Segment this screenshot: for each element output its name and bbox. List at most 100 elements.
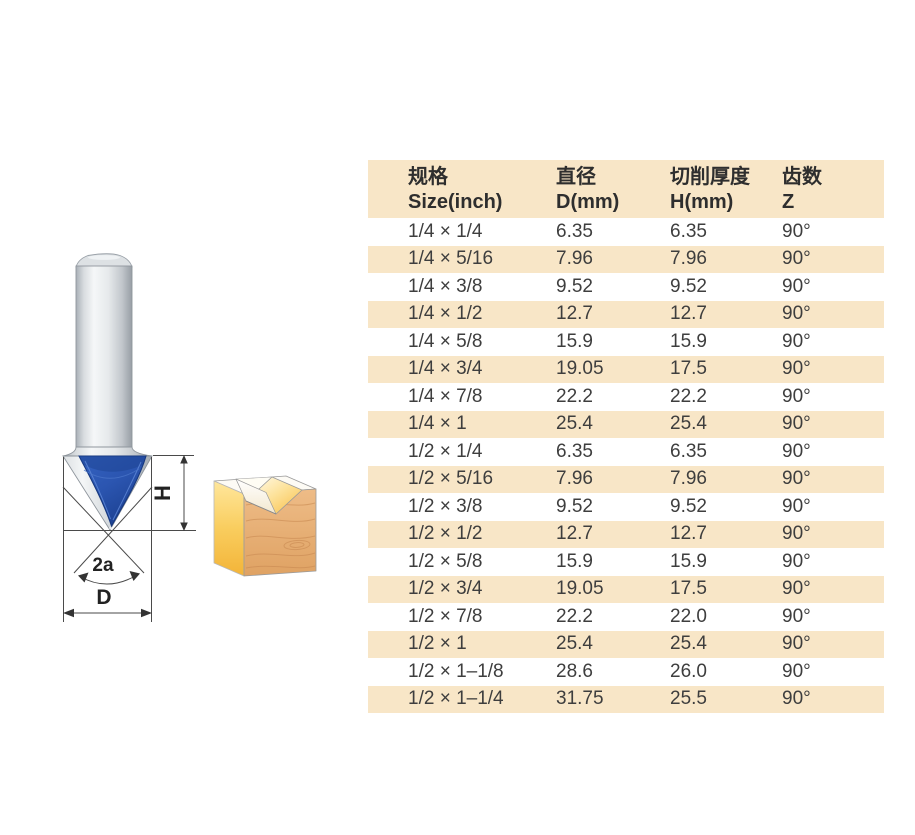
cell-h: 9.52: [670, 495, 707, 517]
table-row: 1/2 × 1–1/8 28.6 26.0 90°: [368, 658, 884, 686]
cell-z: 90°: [782, 330, 811, 352]
cell-d: 19.05: [556, 578, 604, 600]
cell-z: 90°: [782, 578, 811, 600]
cell-z: 90°: [782, 688, 811, 710]
cell-h: 15.9: [670, 550, 707, 572]
table-row: 1/2 × 1–1/4 31.75 25.5 90°: [368, 685, 884, 713]
cell-d: 9.52: [556, 275, 593, 297]
header-cut-height-en: H(mm): [670, 191, 734, 213]
header-size-en: Size(inch): [408, 191, 503, 213]
cell-d: 9.52: [556, 495, 593, 517]
header-diameter: 直径 D(mm): [556, 165, 670, 218]
header-cut-height-zh: 切削厚度: [670, 166, 750, 188]
table-row: 1/4 × 1 25.4 25.4 90°: [368, 410, 884, 438]
cell-d: 12.7: [556, 523, 593, 545]
cell-d: 6.35: [556, 440, 593, 462]
table-row: 1/4 × 3/8 9.52 9.52 90°: [368, 273, 884, 301]
cell-h: 22.0: [670, 605, 707, 627]
height-label: H: [150, 485, 175, 501]
cell-d: 12.7: [556, 303, 593, 325]
cell-z: 90°: [782, 660, 811, 682]
cell-size: 1/2 × 1/4: [408, 440, 483, 462]
header-teeth: 齿数 Z: [782, 165, 884, 218]
cell-h: 17.5: [670, 358, 707, 380]
cell-z: 90°: [782, 385, 811, 407]
cell-h: 22.2: [670, 385, 707, 407]
cell-h: 25.4: [670, 413, 707, 435]
dimension-arrowheads: [63, 455, 188, 618]
cell-h: 6.35: [670, 440, 707, 462]
table-row: 1/2 × 7/8 22.2 22.0 90°: [368, 603, 884, 631]
cell-z: 90°: [782, 550, 811, 572]
dimension-labels: H 2a D: [92, 485, 175, 609]
table-row: 1/4 × 3/4 19.05 17.5 90°: [368, 355, 884, 383]
cell-h: 15.9: [670, 330, 707, 352]
cell-z: 90°: [782, 220, 811, 242]
table-body: 1/4 × 1/4 6.35 6.35 90° 1/4 × 5/16 7.96 7.96 90…: [368, 218, 884, 713]
cell-size: 1/4 × 3/4: [408, 358, 483, 380]
cell-h: 17.5: [670, 578, 707, 600]
table-row: 1/2 × 3/8 9.52 9.52 90°: [368, 493, 884, 521]
spec-table: 规格 Size(inch) 直径 D(mm) 切削厚度 H(mm) 齿数 Z 1…: [368, 160, 884, 713]
table-row: 1/2 × 3/4 19.05 17.5 90°: [368, 575, 884, 603]
cell-size: 1/2 × 5/8: [408, 550, 483, 572]
cell-size: 1/2 × 1: [408, 633, 467, 655]
table-row: 1/2 × 5/16 7.96 7.96 90°: [368, 465, 884, 493]
cell-size: 1/4 × 7/8: [408, 385, 483, 407]
table-row: 1/4 × 5/16 7.96 7.96 90°: [368, 245, 884, 273]
angle-label: 2a: [92, 555, 114, 576]
cell-z: 90°: [782, 605, 811, 627]
cell-d: 15.9: [556, 330, 593, 352]
table-row: 1/4 × 1/2 12.7 12.7 90°: [368, 300, 884, 328]
dimension-lines: [62, 455, 196, 622]
cell-size: 1/2 × 1/2: [408, 523, 483, 545]
cell-h: 12.7: [670, 523, 707, 545]
cell-h: 26.0: [670, 660, 707, 682]
cell-d: 15.9: [556, 550, 593, 572]
cell-z: 90°: [782, 523, 811, 545]
spec-table-header: 规格 Size(inch) 直径 D(mm) 切削厚度 H(mm) 齿数 Z: [368, 160, 884, 218]
cell-z: 90°: [782, 633, 811, 655]
header-size-zh: 规格: [408, 166, 448, 188]
cell-d: 7.96: [556, 468, 593, 490]
header-diameter-zh: 直径: [556, 166, 596, 188]
cell-size: 1/2 × 1–1/8: [408, 660, 504, 682]
cell-d: 22.2: [556, 605, 593, 627]
cell-h: 25.5: [670, 688, 707, 710]
cell-d: 19.05: [556, 358, 604, 380]
router-bit-diagram: H 2a D: [62, 253, 317, 622]
cell-z: 90°: [782, 440, 811, 462]
table-row: 1/2 × 5/8 15.9 15.9 90°: [368, 548, 884, 576]
wood-sample-block: [213, 475, 317, 577]
cell-z: 90°: [782, 358, 811, 380]
cell-z: 90°: [782, 468, 811, 490]
table-row: 1/2 × 1/4 6.35 6.35 90°: [368, 438, 884, 466]
header-size: 规格 Size(inch): [368, 165, 556, 218]
cell-d: 28.6: [556, 660, 593, 682]
cell-size: 1/4 × 1: [408, 413, 467, 435]
bit-cutter-head: [62, 446, 153, 531]
cell-z: 90°: [782, 275, 811, 297]
cell-z: 90°: [782, 303, 811, 325]
cell-h: 7.96: [670, 468, 707, 490]
cell-d: 25.4: [556, 633, 593, 655]
cell-d: 25.4: [556, 413, 593, 435]
cell-d: 22.2: [556, 385, 593, 407]
cell-h: 7.96: [670, 248, 707, 270]
header-teeth-en: Z: [782, 191, 795, 213]
cell-size: 1/4 × 5/8: [408, 330, 483, 352]
cell-h: 25.4: [670, 633, 707, 655]
cell-size: 1/4 × 1/2: [408, 303, 483, 325]
cell-size: 1/2 × 1–1/4: [408, 688, 504, 710]
cell-size: 1/4 × 5/16: [408, 248, 494, 270]
cell-h: 9.52: [670, 275, 707, 297]
cell-z: 90°: [782, 248, 811, 270]
cell-h: 6.35: [670, 220, 707, 242]
cell-size: 1/2 × 3/8: [408, 495, 483, 517]
cell-size: 1/2 × 5/16: [408, 468, 494, 490]
table-row: 1/2 × 1/2 12.7 12.7 90°: [368, 520, 884, 548]
cell-size: 1/2 × 7/8: [408, 605, 483, 627]
cell-h: 12.7: [670, 303, 707, 325]
cell-size: 1/4 × 3/8: [408, 275, 483, 297]
